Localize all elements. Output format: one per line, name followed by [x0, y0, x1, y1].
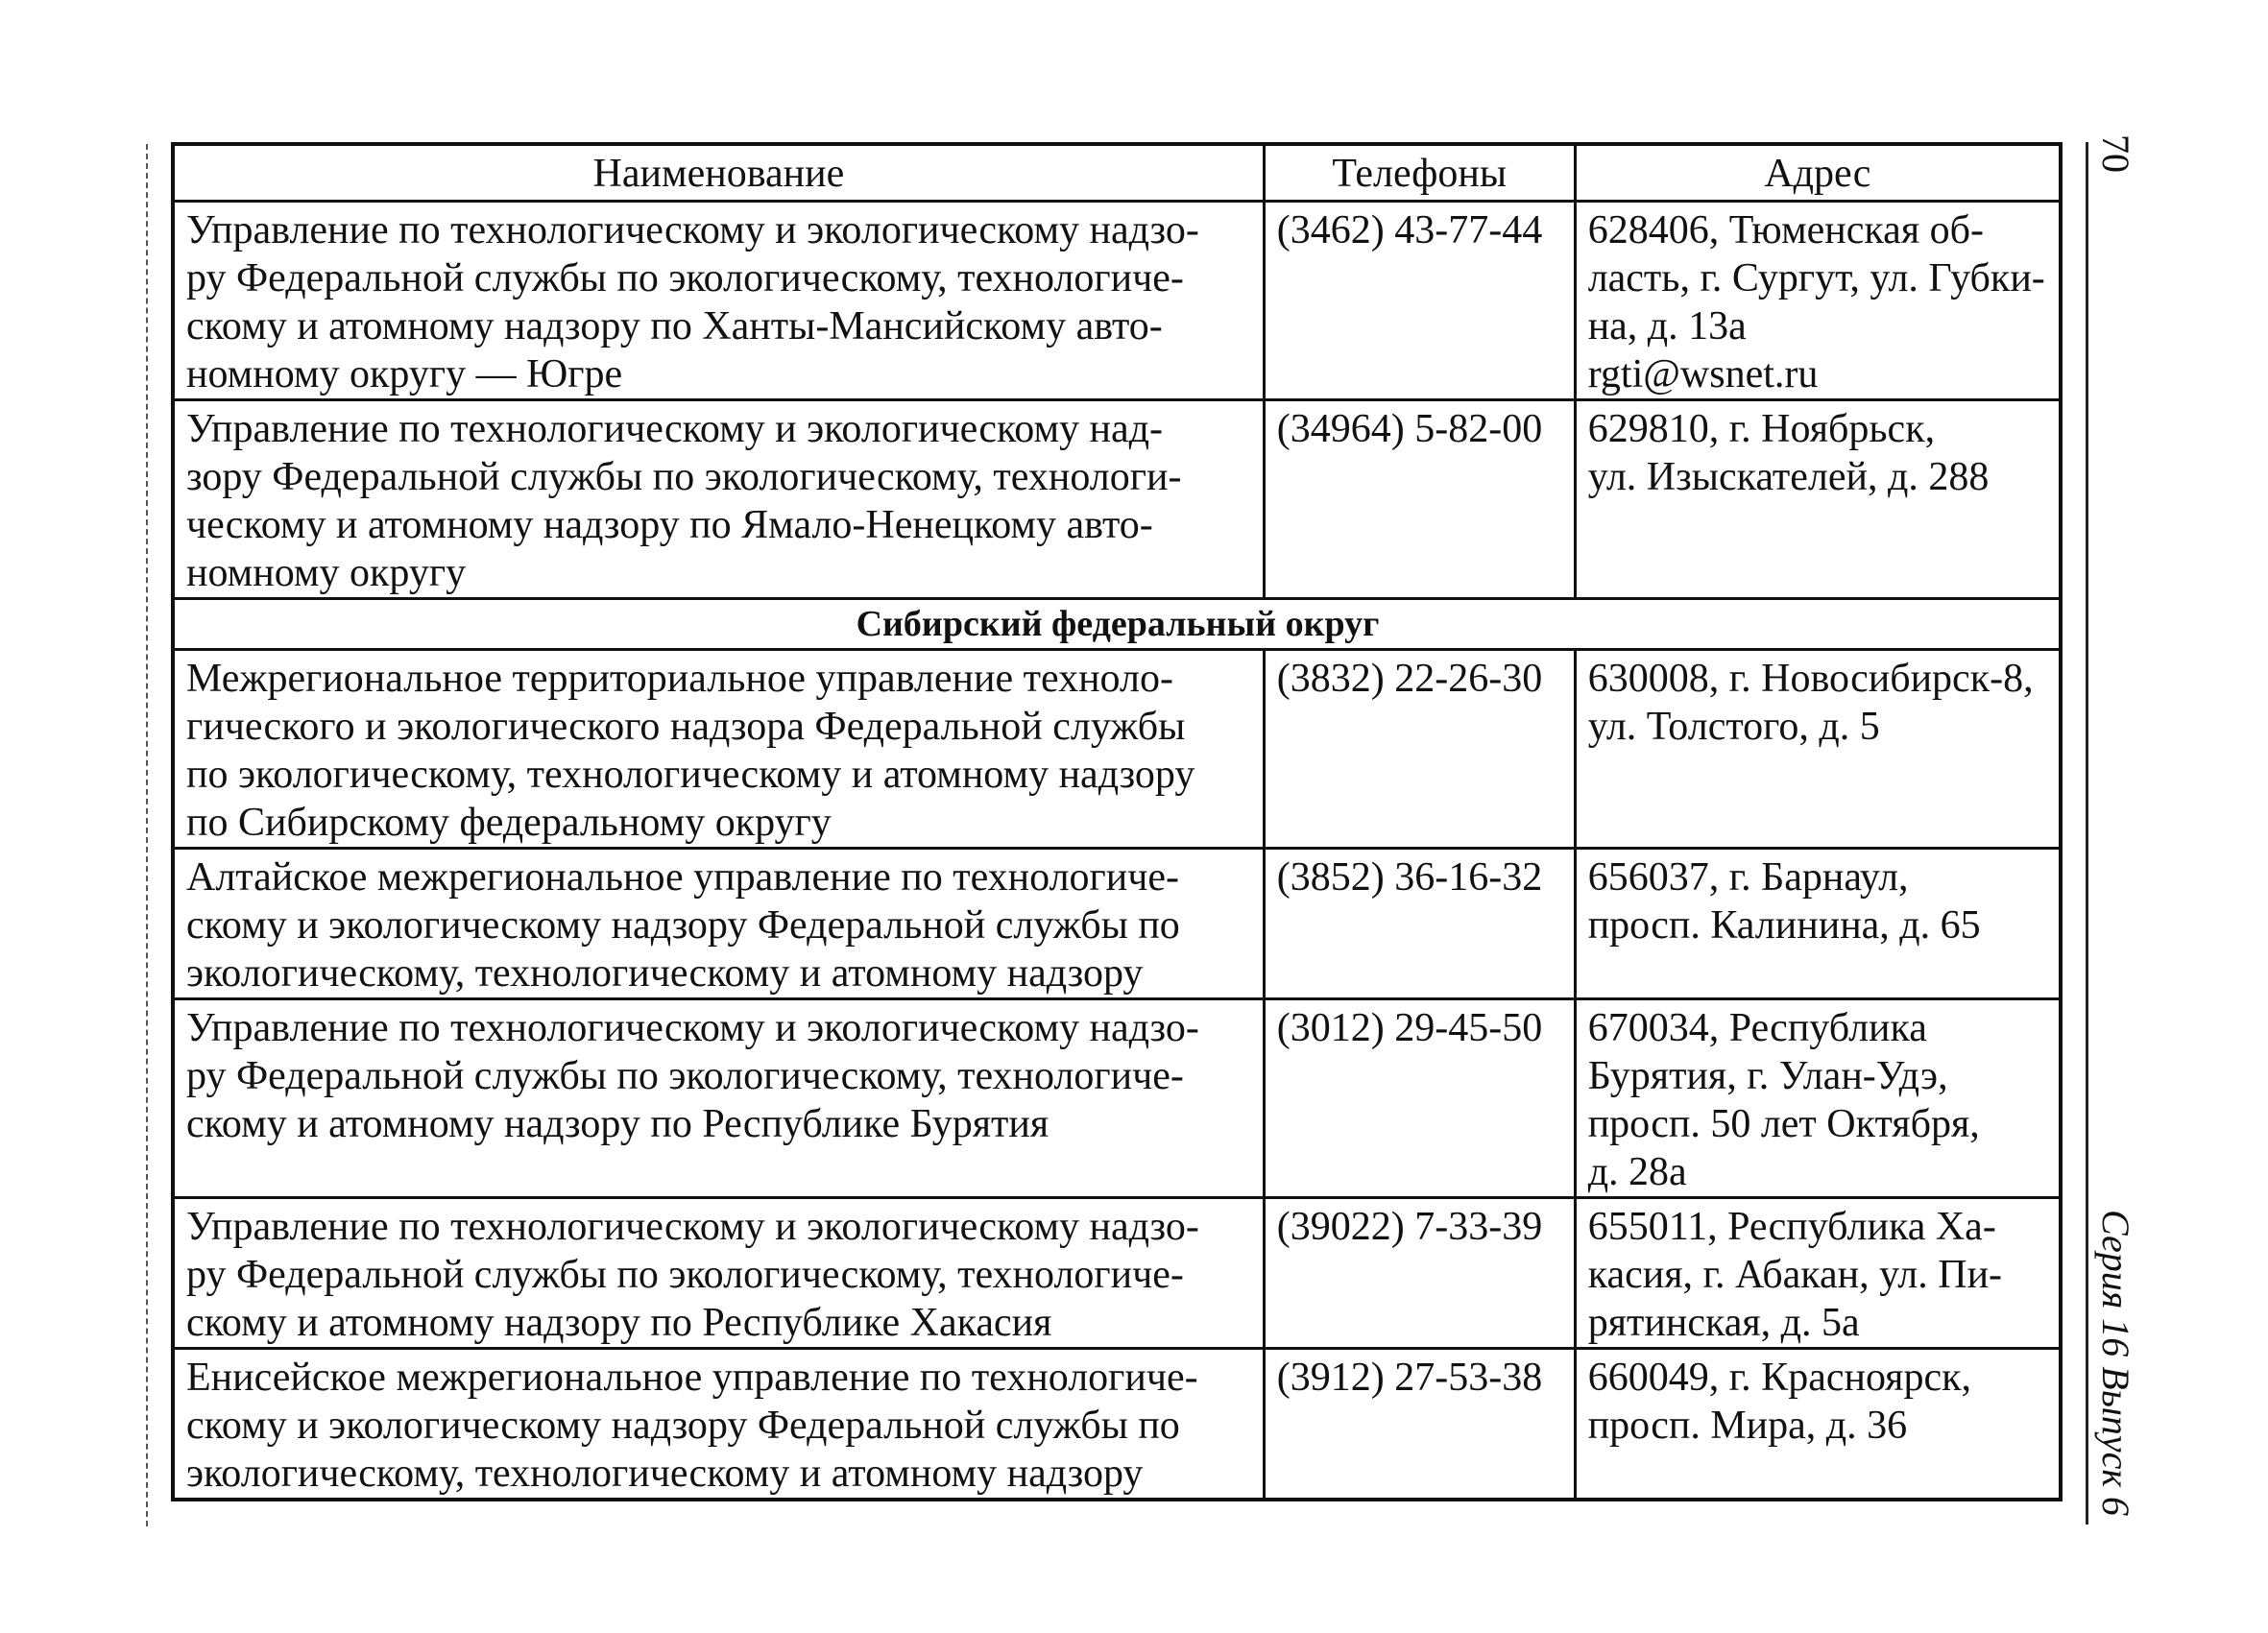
cell-name: Управление по технологическому и экологи… [171, 200, 1266, 401]
cell-name: Алтайское межрегиональное управление по … [171, 847, 1266, 1000]
cell-address: 628406, Тюменская об- ласть, г. Сургут, … [1573, 200, 2063, 401]
cell-phone: (3462) 43-77-44 [1262, 200, 1577, 401]
cell-phone: (39022) 7-33-39 [1262, 1196, 1577, 1350]
cell-name: Управление по технологическому и экологи… [171, 997, 1266, 1199]
page-number: 70 [2094, 134, 2137, 173]
table-row: Межрегиональное территориальное управлен… [171, 648, 2063, 850]
cell-phone: (3912) 27-53-38 [1262, 1347, 1577, 1501]
cell-address: 660049, г. Красноярск, просп. Мира, д. 3… [1573, 1347, 2063, 1501]
table-row: Управление по технологическому и экологи… [171, 997, 2063, 1199]
section-row: Сибирский федеральный округ [171, 597, 2063, 651]
cell-phone: (34964) 5-82-00 [1262, 398, 1577, 600]
cell-address: 656037, г. Барнаул, просп. Калинина, д. … [1573, 847, 2063, 1000]
cell-name: Енисейское межрегиональное управление по… [171, 1347, 1266, 1501]
header-name: Наименование [171, 142, 1266, 203]
header-address: Адрес [1573, 142, 2063, 203]
cell-name: Межрегиональное территориальное управлен… [171, 648, 1266, 850]
table-row: Алтайское межрегиональное управление по … [171, 847, 2063, 1000]
cell-phone: (3832) 22-26-30 [1262, 648, 1577, 850]
header-phones: Телефоны [1262, 142, 1577, 203]
cell-address: 670034, Республика Бурятия, г. Улан-Удэ,… [1573, 997, 2063, 1199]
cell-name: Управление по технологическому и экологи… [171, 398, 1266, 600]
table-row: Управление по технологическому и экологи… [171, 200, 2063, 401]
page-rule [2086, 142, 2088, 1525]
cell-phone: (3852) 36-16-32 [1262, 847, 1577, 1000]
table-row: Управление по технологическому и экологи… [171, 1196, 2063, 1350]
series-label: Серия 16 Выпуск 6 [2094, 1210, 2137, 1517]
cell-address: 655011, Республика Ха- касия, г. Абакан,… [1573, 1196, 2063, 1350]
margin-line [146, 144, 148, 1526]
table-header-row: Наименование Телефоны Адрес [171, 142, 2063, 203]
agencies-table: Наименование Телефоны Адрес Управление п… [171, 142, 2063, 1501]
table-row: Енисейское межрегиональное управление по… [171, 1347, 2063, 1501]
cell-name: Управление по технологическому и экологи… [171, 1196, 1266, 1350]
cell-address: 629810, г. Ноябрьск, ул. Изыскателей, д.… [1573, 398, 2063, 600]
cell-address: 630008, г. Новосибирск-8, ул. Толстого, … [1573, 648, 2063, 850]
cell-phone: (3012) 29-45-50 [1262, 997, 1577, 1199]
table-row: Управление по технологическому и экологи… [171, 398, 2063, 600]
section-title: Сибирский федеральный округ [171, 597, 2063, 651]
